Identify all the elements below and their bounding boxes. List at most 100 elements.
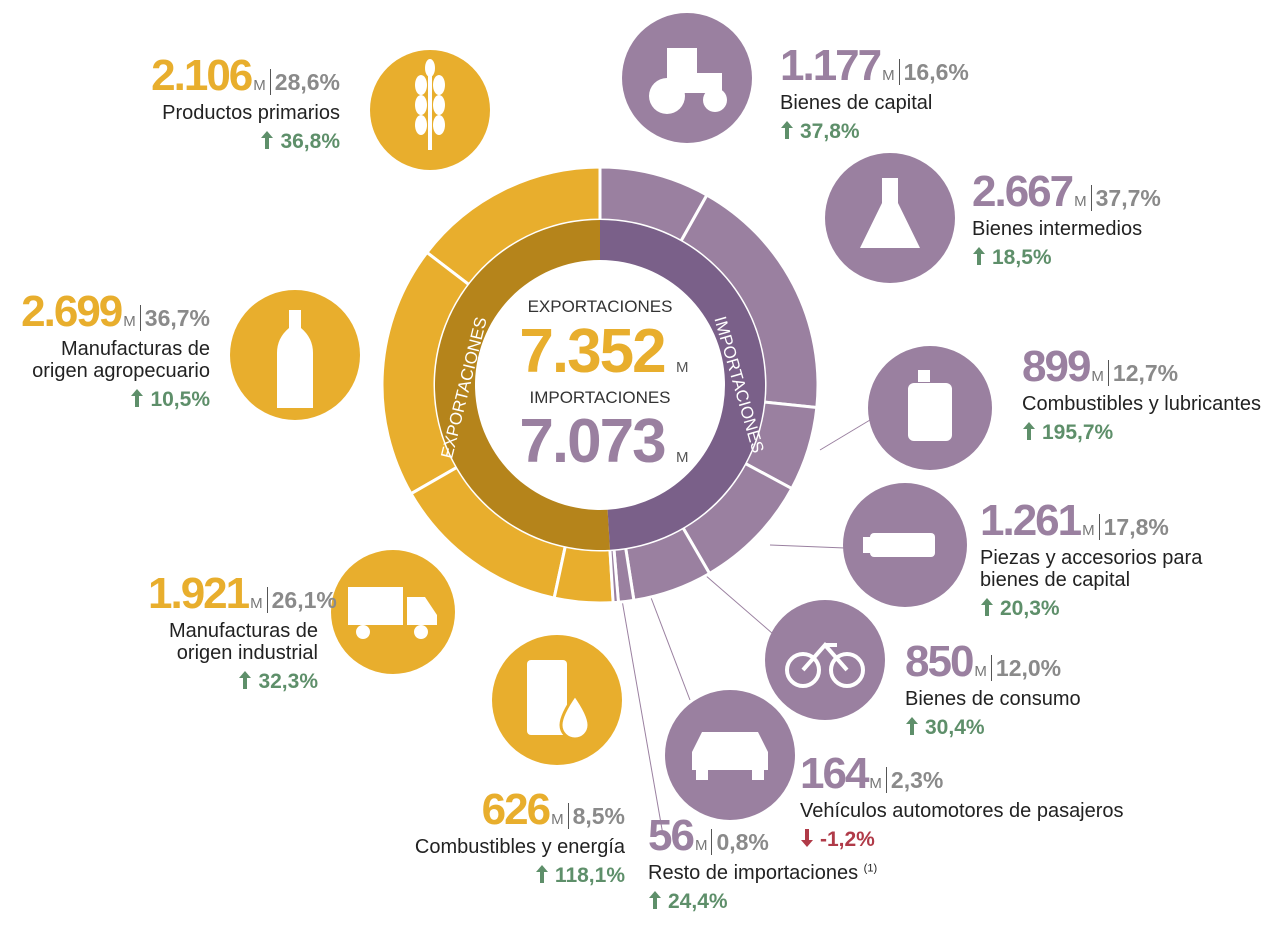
center-unit: M bbox=[676, 359, 689, 376]
value: 2.667 bbox=[972, 167, 1074, 216]
share: 2,3% bbox=[885, 767, 944, 793]
value-line: 164 M 2,3% bbox=[800, 749, 1124, 798]
connector bbox=[649, 594, 691, 701]
label-block: 164 M 2,3% Vehículos automotores de pasajer… bbox=[800, 749, 1124, 851]
change-label: -1,2% bbox=[820, 828, 875, 852]
category: Combustibles y lubricantes bbox=[1022, 393, 1261, 415]
category: Vehículos automotores de pasajeros bbox=[800, 800, 1124, 822]
share: 26,1% bbox=[266, 587, 337, 613]
change: -1,2% bbox=[800, 828, 1124, 851]
icon-glyph bbox=[527, 660, 591, 741]
label-block: 1.177 M 16,6% Bienes de capital 37,8% bbox=[780, 41, 969, 143]
change-label: 118,1% bbox=[554, 864, 625, 888]
share: 17,8% bbox=[1098, 514, 1169, 540]
value-line: 56 M 0,8% bbox=[648, 811, 877, 860]
unit: M bbox=[253, 77, 266, 94]
icon bbox=[665, 690, 795, 820]
unit: M bbox=[882, 67, 895, 84]
category: Resto de importaciones (1) bbox=[648, 862, 877, 884]
ring-segment bbox=[552, 544, 615, 605]
trend-arrow bbox=[981, 598, 993, 617]
center-total: 7.352 bbox=[519, 317, 664, 386]
trend-arrow bbox=[973, 247, 985, 266]
label-block: 2.667 M 37,7% Bienes intermedios 18,5% bbox=[972, 167, 1161, 269]
icon bbox=[370, 50, 490, 170]
change-label: 37,8% bbox=[800, 120, 860, 144]
icon-circle bbox=[765, 600, 885, 720]
label-block: 1.921 M 26,1% Manufacturas de origen indust… bbox=[148, 569, 337, 694]
category: Productos primarios bbox=[151, 102, 340, 124]
trend-arrow bbox=[239, 671, 252, 690]
unit: M bbox=[1074, 193, 1087, 210]
trend-arrow bbox=[261, 131, 274, 150]
value: 164 bbox=[800, 749, 869, 798]
value: 850 bbox=[905, 637, 974, 686]
connectors bbox=[621, 419, 871, 836]
share: 12,7% bbox=[1107, 360, 1179, 386]
change-label: 18,5% bbox=[992, 246, 1052, 270]
change: 118,1% bbox=[415, 864, 625, 887]
share: 36,7% bbox=[139, 305, 210, 331]
share: 0,8% bbox=[711, 829, 769, 855]
category: Piezas y accesorios para bienes de capit… bbox=[980, 547, 1220, 591]
icon bbox=[843, 483, 967, 607]
icon-glyph bbox=[415, 59, 445, 150]
share: 12,0% bbox=[990, 655, 1062, 681]
center-label: EXPORTACIONES bbox=[528, 297, 673, 316]
value-line: 2.699 M 36,7% bbox=[0, 287, 210, 336]
change: 37,8% bbox=[780, 120, 969, 143]
value-line: 850 M 12,0% bbox=[905, 637, 1081, 686]
icon bbox=[765, 600, 885, 720]
value: 626 bbox=[481, 785, 551, 834]
footnote: (1) bbox=[863, 862, 878, 875]
label-block: 1.261 M 17,8% Piezas y accesorios para bien… bbox=[980, 496, 1220, 620]
category-name: Bienes de capital bbox=[780, 92, 933, 115]
trend-arrow bbox=[781, 121, 793, 140]
category-name: Combustibles y energía bbox=[414, 836, 625, 859]
label-block: 2.699 M 36,7% Manufacturas de origen agrope… bbox=[0, 287, 210, 411]
connector bbox=[769, 544, 846, 549]
trend-arrow bbox=[801, 829, 813, 848]
unit: M bbox=[250, 595, 263, 612]
unit: M bbox=[123, 313, 136, 330]
change: 18,5% bbox=[972, 246, 1161, 269]
inner-ring bbox=[600, 220, 765, 550]
category-name: Piezas y accesorios para bienes de capit… bbox=[980, 547, 1203, 592]
category-name: Bienes intermedios bbox=[972, 218, 1143, 241]
trend-arrow bbox=[1023, 422, 1035, 441]
category-name: Resto de importaciones bbox=[648, 862, 859, 885]
value: 56 bbox=[648, 811, 695, 860]
icon-glyph bbox=[860, 178, 920, 248]
label-block: 626 M 8,5% Combustibles y energía 118,1% bbox=[414, 785, 625, 887]
change: 20,3% bbox=[980, 597, 1220, 620]
center-unit: M bbox=[676, 449, 689, 466]
icon bbox=[868, 346, 992, 470]
label-block: 850 M 12,0% Bienes de consumo 30,4% bbox=[905, 637, 1081, 739]
connector bbox=[621, 599, 664, 836]
inner-ring bbox=[434, 220, 611, 550]
change: 10,5% bbox=[0, 388, 210, 411]
category: Bienes de capital bbox=[780, 92, 969, 114]
change: 24,4% bbox=[648, 890, 877, 913]
unit: M bbox=[1091, 368, 1104, 385]
connector bbox=[819, 419, 871, 451]
category-name: Combustibles y lubricantes bbox=[1022, 393, 1261, 416]
change-label: 24,4% bbox=[668, 890, 728, 914]
icon bbox=[492, 635, 622, 765]
change: 36,8% bbox=[151, 130, 340, 153]
change-label: 10,5% bbox=[150, 388, 210, 412]
change-label: 195,7% bbox=[1042, 421, 1114, 445]
value: 2.699 bbox=[21, 287, 123, 336]
share: 16,6% bbox=[898, 59, 969, 85]
category-name: Productos primarios bbox=[162, 102, 340, 125]
share: 28,6% bbox=[269, 69, 340, 95]
connector bbox=[704, 574, 781, 641]
change: 30,4% bbox=[905, 716, 1081, 739]
icon-glyph bbox=[649, 48, 727, 114]
category: Manufacturas de origen agropecuario bbox=[0, 338, 210, 382]
change-label: 32,3% bbox=[258, 670, 318, 694]
unit: M bbox=[1082, 522, 1095, 539]
change: 195,7% bbox=[1022, 421, 1261, 444]
